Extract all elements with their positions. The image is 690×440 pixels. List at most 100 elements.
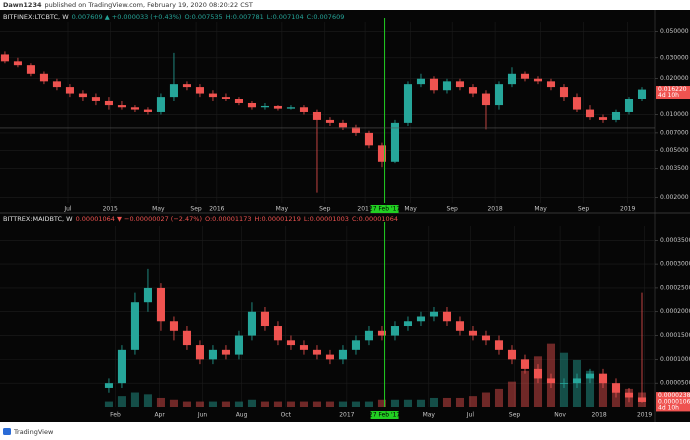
candle-body xyxy=(130,302,139,350)
ohlc: H:0.007781 xyxy=(226,13,264,21)
candle-body xyxy=(286,107,295,109)
author: Dawn1234 xyxy=(3,1,42,9)
chart-layer: 0.050000 0.030000 0.020000 0.010000 0.007000… xyxy=(0,18,690,419)
candle-body xyxy=(169,321,178,331)
last-price-badge xyxy=(656,398,690,412)
volume-bar xyxy=(312,401,321,407)
y-tick-label: 0.002000 xyxy=(660,194,689,201)
candle-body xyxy=(455,81,465,88)
crosshair-badge xyxy=(370,411,399,419)
y-tick-label: 0.00015000 xyxy=(660,332,690,339)
candle-body xyxy=(507,349,517,360)
candle-body xyxy=(416,316,426,322)
candle-body xyxy=(39,73,48,82)
candle-body xyxy=(611,383,621,393)
x-tick-label: May xyxy=(534,206,547,213)
x-tick-label: 2018 xyxy=(487,206,502,213)
volume-bar xyxy=(273,401,282,407)
candle-body xyxy=(299,107,308,112)
volume-bar xyxy=(104,401,113,407)
candle-body xyxy=(78,93,87,98)
volume-bar xyxy=(507,381,517,407)
candle-body xyxy=(598,373,608,384)
footer-brand: TradingView xyxy=(13,428,54,436)
candle-body xyxy=(221,349,230,355)
candle-body xyxy=(208,93,217,98)
volume-bar xyxy=(156,397,165,407)
candle-body xyxy=(156,287,165,322)
x-tick-label: 2017 xyxy=(357,206,372,213)
volume-bar xyxy=(143,394,152,407)
pane-header: BITTREX:MAIDBTC, W 0.00001064 ▼ −0.000000… xyxy=(3,215,398,223)
candle-body xyxy=(598,117,608,120)
volume-bar xyxy=(247,399,256,407)
candle-body xyxy=(169,84,178,98)
y-tick-label: 0.003500 xyxy=(660,165,689,172)
candle-body xyxy=(442,311,452,322)
publish-line: Dawn1234 published on TradingView.com, Fe… xyxy=(3,1,253,9)
volume-bar xyxy=(468,396,478,407)
candle-body xyxy=(221,97,230,99)
volume-bar xyxy=(286,401,295,407)
candle-body xyxy=(130,107,139,110)
x-tick-label: Nov xyxy=(554,412,566,419)
candle-body xyxy=(559,383,569,384)
change: 0.00001064 ▼ −0.00000027 (−2.47%) xyxy=(76,215,202,223)
candle-body xyxy=(637,89,647,99)
candle-body xyxy=(468,87,478,94)
candle-body xyxy=(546,378,556,384)
countdown: 4d 10h xyxy=(658,92,679,99)
candle-body xyxy=(0,54,9,62)
candle-body xyxy=(390,326,400,336)
candle-body xyxy=(286,340,295,346)
candle-body xyxy=(455,321,465,331)
ohlc: H:0.00001219 xyxy=(254,215,300,223)
x-tick-label: Apr xyxy=(154,412,165,419)
candle-body xyxy=(429,78,439,91)
candle-body xyxy=(247,311,256,336)
volume-bar xyxy=(182,401,191,407)
volume-bar xyxy=(598,378,608,407)
countdown: 4d 10h xyxy=(658,404,679,411)
candle-body xyxy=(572,378,582,384)
candle-body xyxy=(585,373,595,379)
volume-bar xyxy=(169,399,178,407)
x-tick-label: Sep xyxy=(509,412,521,419)
volume-bar xyxy=(195,401,204,407)
x-tick-label: 2015 xyxy=(103,206,118,213)
price-badge-label: 0.00002389 xyxy=(658,392,690,399)
publish-text: published on TradingView.com, February 1… xyxy=(45,1,253,9)
candle-body xyxy=(312,111,321,120)
candle-body xyxy=(507,73,517,85)
candle-body xyxy=(403,321,413,327)
y-tick-label: 0.00025000 xyxy=(660,284,690,291)
y-tick-label: 0.00035000 xyxy=(660,237,690,244)
x-tick-label: Sep xyxy=(319,206,331,213)
y-tick-label: 0.030000 xyxy=(660,54,689,61)
volume-bar xyxy=(481,392,491,407)
crosshair-label: 27 Feb '17 xyxy=(369,412,401,419)
candle-body xyxy=(299,345,308,350)
last-price-label: 0.016220 xyxy=(658,86,687,93)
candle-body xyxy=(234,98,243,103)
candle-body xyxy=(637,397,647,402)
candle-body xyxy=(13,61,22,66)
x-tick-label: Jul xyxy=(466,412,475,419)
ohlc: O:0.007535 xyxy=(184,13,222,21)
x-tick-label: 2019 xyxy=(620,206,635,213)
volume-bar xyxy=(494,388,504,407)
volume-bar xyxy=(403,399,413,407)
y-tick-label: 0.010000 xyxy=(660,111,689,118)
candle-body xyxy=(26,65,35,74)
candle-body xyxy=(195,87,204,94)
x-tick-label: Oct xyxy=(281,412,292,419)
volume-bar xyxy=(117,396,126,407)
candle-body xyxy=(416,78,426,85)
candle-body xyxy=(364,330,374,341)
symbol: BITTREX:MAIDBTC, W xyxy=(3,215,73,223)
volume-bar xyxy=(429,397,439,407)
volume-bar xyxy=(338,401,348,407)
candle-body xyxy=(182,330,191,346)
x-tick-label: Sep xyxy=(447,206,459,213)
candle-body xyxy=(481,335,491,341)
